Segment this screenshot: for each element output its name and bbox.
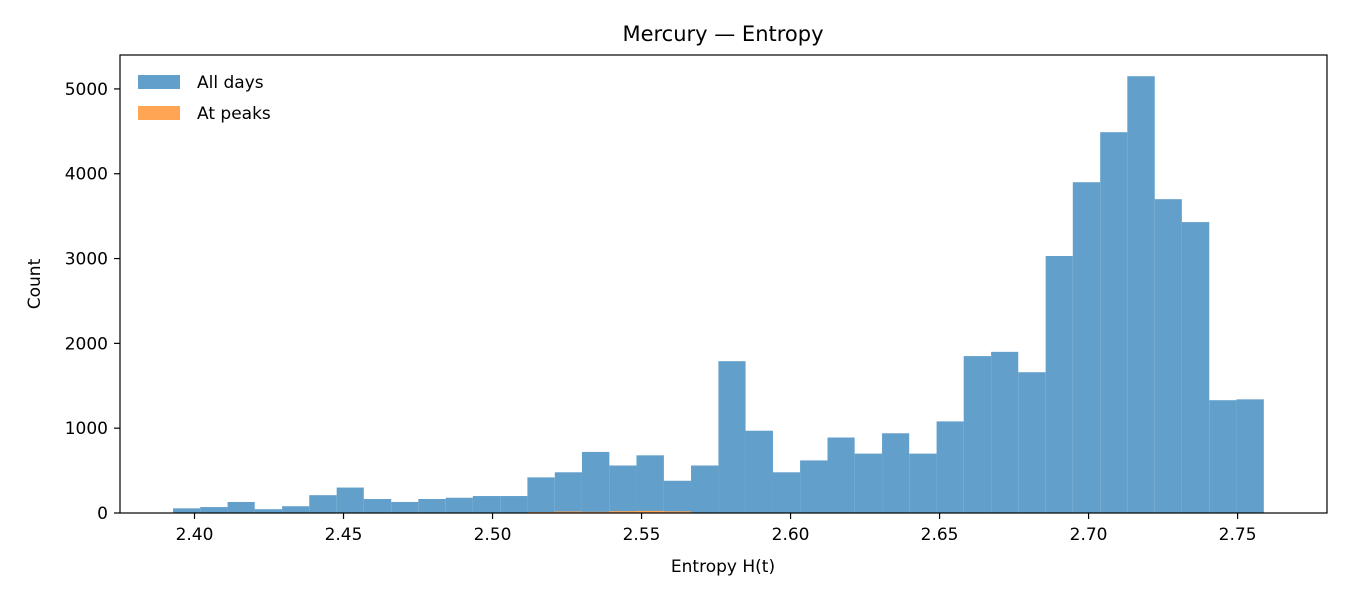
- bar-0-13: [527, 477, 555, 513]
- legend: All days At peaks: [138, 73, 271, 124]
- bar-0-19: [691, 465, 719, 513]
- bar-0-8: [391, 501, 419, 513]
- x-tick-label-2: 2.50: [474, 525, 512, 545]
- bar-0-5: [309, 495, 337, 513]
- bar-0-34: [1100, 132, 1128, 513]
- histogram-bars: [173, 76, 1264, 513]
- x-tick-label-5: 2.65: [921, 525, 959, 545]
- bar-0-15: [581, 451, 610, 513]
- legend-swatch-1: [138, 106, 180, 120]
- legend-label-0: All days: [197, 73, 264, 93]
- bar-0-11: [472, 496, 501, 513]
- bar-0-38: [1209, 400, 1237, 513]
- bar-0-0: [173, 508, 201, 513]
- legend-label-1: At peaks: [197, 104, 271, 124]
- x-tick-label-4: 2.60: [772, 525, 810, 545]
- x-tick-label-7: 2.75: [1219, 525, 1257, 545]
- bar-0-36: [1154, 199, 1182, 513]
- bar-0-32: [1045, 256, 1073, 513]
- bar-0-1: [200, 507, 228, 513]
- x-tick-label-3: 2.55: [623, 525, 661, 545]
- bar-0-27: [909, 453, 937, 513]
- y-tick-label-5: 5000: [65, 80, 108, 100]
- legend-swatch-0: [138, 75, 180, 89]
- bar-0-25: [854, 453, 883, 513]
- bar-0-28: [936, 421, 964, 513]
- bar-0-7: [363, 499, 392, 513]
- bar-0-6: [336, 487, 364, 513]
- bar-1-14: [554, 511, 582, 513]
- bar-0-16: [609, 465, 637, 513]
- x-axis: 2.40 2.45 2.50 2.55 2.60 2.65 2.70 2.75: [176, 513, 1257, 545]
- bar-1-17: [636, 510, 664, 513]
- bar-0-3: [254, 509, 283, 513]
- bar-0-30: [991, 351, 1019, 513]
- bar-0-10: [445, 497, 473, 513]
- bar-0-2: [227, 501, 255, 513]
- bar-0-26: [882, 433, 910, 513]
- bar-0-22: [772, 472, 801, 513]
- x-tick-label-6: 2.70: [1070, 525, 1108, 545]
- bar-0-21: [745, 430, 773, 513]
- bar-0-17: [636, 455, 664, 513]
- bar-0-23: [800, 460, 828, 513]
- plot-frame: [119, 54, 1328, 514]
- chart-title: Mercury — Entropy: [622, 22, 823, 46]
- y-tick-label-0: 0: [97, 504, 108, 524]
- x-axis-label: Entropy H(t): [671, 557, 775, 577]
- x-tick-label-0: 2.40: [176, 525, 214, 545]
- y-tick-label-3: 3000: [65, 250, 108, 270]
- bar-1-18: [663, 511, 692, 513]
- series-0: [173, 76, 1264, 513]
- y-tick-label-2: 2000: [65, 334, 108, 354]
- bar-0-9: [418, 499, 446, 513]
- x-tick-label-1: 2.45: [325, 525, 363, 545]
- bar-0-14: [554, 472, 582, 513]
- bar-0-37: [1181, 222, 1210, 513]
- bar-0-33: [1072, 182, 1101, 513]
- y-tick-label-1: 1000: [65, 419, 108, 439]
- bar-0-35: [1127, 76, 1155, 513]
- bar-0-18: [663, 480, 692, 513]
- bar-0-39: [1236, 399, 1264, 513]
- bar-0-20: [718, 361, 746, 513]
- y-axis-label: Count: [25, 258, 45, 309]
- bar-0-29: [963, 356, 992, 513]
- bar-0-24: [827, 437, 855, 513]
- bar-1-16: [609, 511, 637, 513]
- bar-0-4: [282, 506, 310, 513]
- bar-0-31: [1018, 372, 1046, 513]
- y-tick-label-4: 4000: [65, 165, 108, 185]
- bar-0-12: [500, 496, 528, 513]
- y-axis: 0 1000 2000 3000 4000 5000: [65, 80, 120, 524]
